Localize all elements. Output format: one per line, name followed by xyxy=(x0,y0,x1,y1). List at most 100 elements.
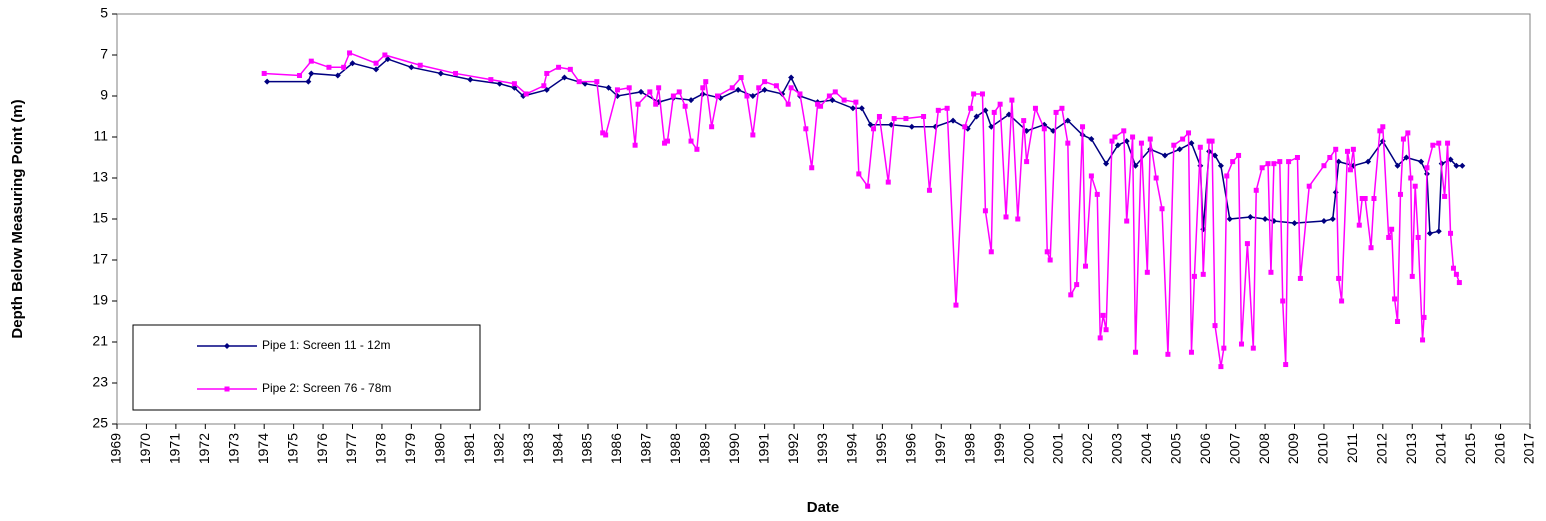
data-point xyxy=(1426,230,1433,237)
data-point xyxy=(1453,271,1459,277)
data-point xyxy=(903,116,909,122)
data-point xyxy=(1368,245,1374,251)
data-point xyxy=(826,93,832,99)
data-point xyxy=(1044,249,1050,255)
x-tick-label: 1982 xyxy=(490,433,506,464)
data-point xyxy=(543,86,550,93)
data-point xyxy=(1395,319,1401,324)
data-point xyxy=(1327,155,1333,160)
data-point xyxy=(885,179,891,185)
data-point xyxy=(511,81,517,87)
data-point xyxy=(326,64,332,70)
data-point xyxy=(1265,161,1271,167)
data-point xyxy=(682,103,688,109)
data-point xyxy=(971,91,977,97)
y-tick-label: 9 xyxy=(100,87,108,103)
data-point xyxy=(297,73,303,78)
y-tick-label: 15 xyxy=(92,210,108,226)
data-point xyxy=(1356,222,1362,228)
data-point xyxy=(1415,234,1421,240)
data-point xyxy=(735,86,742,93)
data-point xyxy=(1064,117,1071,124)
data-point xyxy=(1097,335,1103,341)
data-point xyxy=(818,103,824,109)
data-point xyxy=(756,85,762,91)
data-point xyxy=(1065,140,1071,146)
data-point xyxy=(979,91,985,97)
x-tick-label: 2001 xyxy=(1050,433,1066,464)
data-point xyxy=(305,78,312,85)
data-point xyxy=(635,101,641,107)
data-point xyxy=(670,93,676,99)
data-point xyxy=(1448,230,1454,236)
data-point xyxy=(523,91,529,97)
data-point xyxy=(1344,148,1350,154)
data-point xyxy=(1271,161,1277,167)
data-point xyxy=(408,64,415,71)
data-point xyxy=(1459,162,1466,169)
data-point xyxy=(729,85,735,91)
data-point xyxy=(1197,144,1203,150)
data-point xyxy=(797,91,803,97)
data-point xyxy=(626,85,632,91)
data-point xyxy=(738,75,744,81)
data-point xyxy=(968,105,974,111)
data-point xyxy=(1082,263,1088,269)
data-point xyxy=(1209,138,1215,144)
data-point xyxy=(656,85,662,91)
data-point xyxy=(788,85,794,91)
data-point xyxy=(832,89,838,95)
data-point xyxy=(853,99,859,105)
data-point xyxy=(1147,136,1153,142)
x-tick-label: 2002 xyxy=(1079,433,1095,464)
data-point xyxy=(1377,128,1383,134)
data-point xyxy=(373,66,380,73)
x-tick-label: 1973 xyxy=(225,433,241,464)
data-point xyxy=(347,50,353,56)
x-axis-title: Date xyxy=(807,499,840,516)
data-point xyxy=(1339,298,1345,304)
data-point xyxy=(744,93,750,99)
data-point xyxy=(1133,349,1139,355)
data-point xyxy=(603,132,609,138)
data-point xyxy=(715,93,721,99)
data-point xyxy=(1447,156,1454,163)
data-point xyxy=(384,56,391,63)
data-point xyxy=(700,85,706,91)
y-tick-label: 13 xyxy=(92,169,108,185)
data-point xyxy=(1009,97,1015,103)
data-point xyxy=(567,66,573,72)
data-point xyxy=(988,249,994,255)
data-point xyxy=(341,64,347,70)
data-point xyxy=(997,101,1003,107)
data-point xyxy=(962,124,968,130)
x-tick-label: 2009 xyxy=(1285,433,1301,464)
data-point xyxy=(1068,292,1074,298)
y-tick-label: 25 xyxy=(92,415,108,431)
data-point xyxy=(600,130,606,136)
x-tick-label: 1998 xyxy=(961,433,977,464)
data-point xyxy=(637,88,644,95)
data-point xyxy=(1186,130,1192,136)
data-point xyxy=(1080,124,1086,130)
data-point xyxy=(488,77,494,83)
data-point xyxy=(1421,314,1427,320)
data-point xyxy=(1397,191,1403,197)
x-tick-label: 1994 xyxy=(844,433,860,464)
data-point xyxy=(1132,162,1139,169)
x-tick-label: 1972 xyxy=(196,433,212,464)
data-point xyxy=(858,105,865,112)
x-tick-label: 1993 xyxy=(814,433,830,464)
legend-label: Pipe 1: Screen 11 - 12m xyxy=(262,338,391,352)
data-point xyxy=(921,114,927,119)
data-point xyxy=(453,70,459,76)
data-point xyxy=(1359,196,1365,201)
data-point xyxy=(1277,159,1283,165)
data-point xyxy=(688,138,694,144)
data-point xyxy=(688,97,695,104)
data-point xyxy=(1450,265,1456,271)
x-tick-label: 2005 xyxy=(1167,433,1183,464)
data-point xyxy=(1244,241,1250,247)
x-tick-label: 1995 xyxy=(873,433,889,464)
data-point xyxy=(1103,327,1109,333)
